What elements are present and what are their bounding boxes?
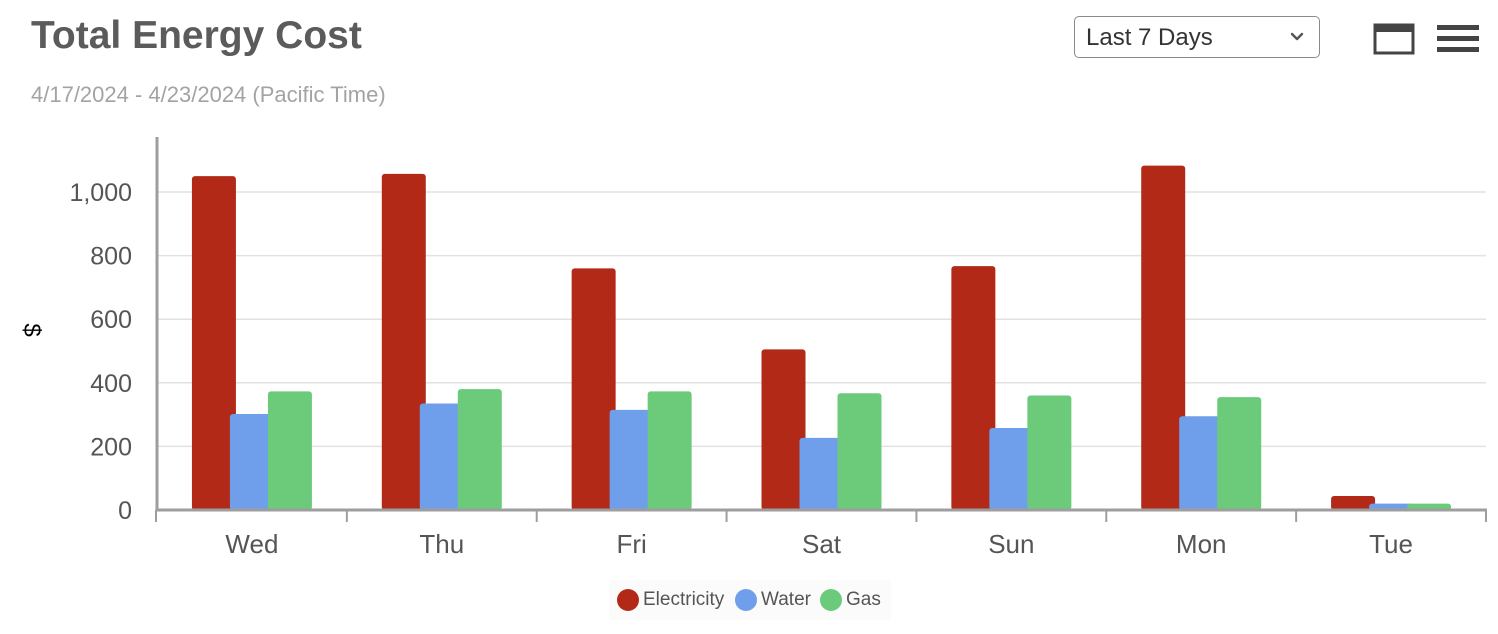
- bar-gas-wed[interactable]: [267, 391, 312, 510]
- x-tick-label: Mon: [1176, 529, 1227, 559]
- y-tick-label: 200: [90, 433, 132, 461]
- date-range-select[interactable]: Last 7 Days: [1074, 16, 1320, 58]
- date-range-value: Last 7 Days: [1086, 24, 1213, 51]
- y-tick-label: 800: [90, 243, 132, 271]
- y-tick-label: 0: [118, 497, 132, 525]
- x-tick-label: Wed: [225, 529, 278, 559]
- bar-gas-thu[interactable]: [457, 389, 502, 510]
- bar-electricity-wed[interactable]: [191, 176, 236, 510]
- y-tick-label: 1,000: [69, 179, 132, 207]
- window-icon[interactable]: [1373, 23, 1415, 55]
- legend-dot-water: [735, 589, 757, 611]
- legend-label-electricity: Electricity: [643, 589, 725, 610]
- hamburger-menu-icon[interactable]: [1437, 24, 1479, 54]
- bar-water-sat[interactable]: [799, 437, 844, 510]
- x-tick-label: Fri: [616, 529, 646, 559]
- y-axis-label: $: [18, 323, 45, 336]
- y-tick-label: 400: [90, 370, 132, 398]
- bar-water-thu[interactable]: [419, 403, 464, 510]
- x-tick-label: Tue: [1369, 529, 1413, 559]
- legend-dot-electricity: [617, 589, 639, 611]
- bar-electricity-sun[interactable]: [951, 266, 996, 510]
- legend-dot-gas: [820, 589, 842, 611]
- x-tick-label: Sun: [988, 529, 1034, 559]
- bar-electricity-mon[interactable]: [1141, 165, 1186, 510]
- date-range-subtitle: 4/17/2024 - 4/23/2024 (Pacific Time): [31, 82, 386, 107]
- x-tick-label: Sat: [802, 529, 842, 559]
- chevron-down-icon: [1290, 32, 1304, 41]
- bar-water-fri[interactable]: [609, 409, 654, 510]
- chart-title: Total Energy Cost: [31, 14, 362, 57]
- bar-water-mon[interactable]: [1179, 416, 1224, 510]
- y-tick-label: 600: [90, 306, 132, 334]
- legend-label-water: Water: [761, 589, 811, 610]
- bar-water-sun[interactable]: [989, 427, 1034, 510]
- legend-item-electricity[interactable]: Electricity: [617, 588, 724, 612]
- x-tick-label: Thu: [419, 529, 464, 559]
- bar-electricity-fri[interactable]: [571, 268, 616, 510]
- bar-gas-sun[interactable]: [1027, 395, 1072, 510]
- bar-water-wed[interactable]: [229, 413, 274, 510]
- bar-gas-mon[interactable]: [1217, 397, 1262, 510]
- bar-water-tue[interactable]: [1369, 503, 1414, 510]
- bar-electricity-sat[interactable]: [761, 349, 806, 510]
- legend-item-water[interactable]: Water: [735, 588, 811, 612]
- legend-label-gas: Gas: [846, 589, 881, 610]
- chart-legend: Electricity Water Gas: [609, 580, 891, 620]
- legend-item-gas[interactable]: Gas: [820, 588, 881, 612]
- bar-electricity-thu[interactable]: [381, 173, 426, 510]
- bar-gas-sat[interactable]: [837, 393, 882, 510]
- bar-gas-fri[interactable]: [647, 391, 692, 510]
- bar-gas-tue[interactable]: [1407, 503, 1452, 510]
- bar-electricity-tue[interactable]: [1331, 496, 1376, 510]
